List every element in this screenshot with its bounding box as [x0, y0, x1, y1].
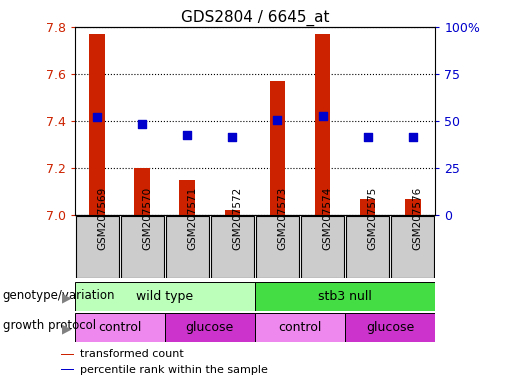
FancyBboxPatch shape: [301, 216, 344, 278]
FancyBboxPatch shape: [76, 216, 119, 278]
Text: ▶: ▶: [62, 322, 72, 335]
Text: GSM207573: GSM207573: [278, 187, 287, 250]
Text: wild type: wild type: [136, 290, 193, 303]
Bar: [405, 199, 421, 215]
Bar: [269, 81, 285, 215]
FancyBboxPatch shape: [211, 216, 254, 278]
Text: glucose: glucose: [366, 321, 414, 334]
FancyBboxPatch shape: [346, 216, 389, 278]
Point: [228, 134, 236, 141]
Point: [138, 121, 146, 127]
Text: GSM207571: GSM207571: [187, 187, 197, 250]
Text: control: control: [98, 321, 142, 334]
Bar: [179, 180, 195, 215]
Text: GSM207572: GSM207572: [232, 187, 243, 250]
FancyBboxPatch shape: [391, 216, 434, 278]
Text: GSM207574: GSM207574: [322, 187, 333, 250]
Bar: [165, 313, 255, 342]
Point: [183, 132, 192, 138]
Point: [273, 117, 282, 123]
Text: genotype/variation: genotype/variation: [3, 289, 115, 302]
Text: transformed count: transformed count: [80, 349, 183, 359]
Bar: [134, 168, 150, 215]
Bar: [75, 282, 255, 311]
Text: percentile rank within the sample: percentile rank within the sample: [80, 365, 268, 375]
Text: GSM207570: GSM207570: [142, 187, 152, 250]
FancyBboxPatch shape: [166, 216, 209, 278]
Text: stb3 null: stb3 null: [318, 290, 372, 303]
Text: glucose: glucose: [186, 321, 234, 334]
Bar: [89, 34, 105, 215]
Bar: [225, 210, 241, 215]
Bar: [255, 282, 435, 311]
FancyBboxPatch shape: [121, 216, 164, 278]
Bar: [255, 313, 345, 342]
FancyBboxPatch shape: [256, 216, 299, 278]
Bar: [359, 199, 375, 215]
Title: GDS2804 / 6645_at: GDS2804 / 6645_at: [181, 9, 329, 25]
Point: [364, 134, 372, 141]
Text: growth protocol: growth protocol: [3, 319, 96, 333]
Point: [318, 113, 327, 119]
Bar: [60, 354, 74, 355]
Bar: [345, 313, 435, 342]
Bar: [315, 34, 331, 215]
Text: control: control: [278, 321, 322, 334]
Bar: [60, 369, 74, 371]
Text: GSM207575: GSM207575: [368, 187, 377, 250]
Text: GSM207569: GSM207569: [97, 187, 107, 250]
Bar: [75, 313, 165, 342]
Point: [408, 134, 417, 141]
Text: GSM207576: GSM207576: [413, 187, 423, 250]
Point: [93, 114, 101, 121]
Text: ▶: ▶: [62, 291, 72, 305]
